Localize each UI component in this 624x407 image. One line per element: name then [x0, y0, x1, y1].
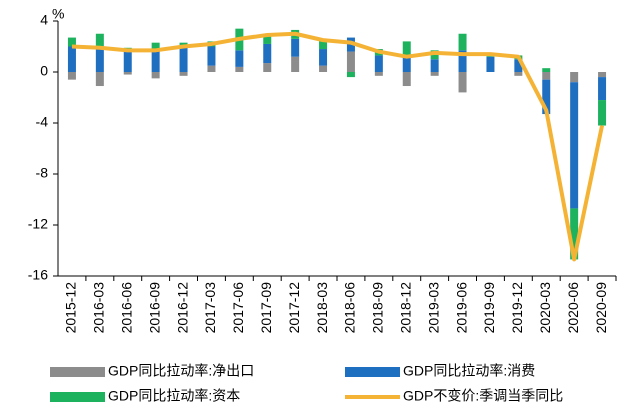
bar — [514, 59, 523, 72]
bar — [263, 63, 272, 72]
x-tick-label: 2015-12 — [63, 282, 79, 334]
bar — [542, 79, 551, 115]
bar — [319, 65, 328, 72]
bar — [514, 72, 523, 76]
bar — [458, 50, 467, 72]
line — [71, 31, 605, 262]
bar — [598, 77, 607, 101]
bar — [95, 72, 104, 87]
bar — [402, 72, 411, 87]
bar — [151, 49, 160, 72]
bar — [542, 72, 551, 80]
bar — [374, 72, 383, 76]
bar — [291, 38, 300, 57]
bar — [263, 33, 272, 44]
x-tick-label: 2016-12 — [174, 282, 190, 334]
x-tick-label: 2020-06 — [565, 282, 581, 334]
y-unit: % — [52, 6, 64, 22]
x-tick-label: 2018-06 — [342, 282, 358, 334]
bar — [207, 65, 216, 72]
x-tick-label: 2020-03 — [537, 282, 553, 334]
x-tick-label: 2017-09 — [258, 282, 274, 334]
legend-swatch — [50, 392, 105, 402]
x-tick-label: 2019-06 — [453, 282, 469, 334]
bar — [402, 55, 411, 72]
bar — [67, 72, 76, 80]
bar — [95, 46, 104, 72]
y-tick-label: 4 — [40, 12, 48, 28]
x-tick-label: 2020-09 — [593, 282, 609, 334]
x-tick-label: 2019-03 — [425, 282, 441, 334]
bar — [570, 208, 579, 260]
x-tick-label: 2019-12 — [509, 282, 525, 334]
bar — [123, 50, 132, 72]
legend-label: GDP同比拉动率:资本 — [108, 388, 240, 404]
bar — [291, 56, 300, 72]
bar — [346, 51, 355, 72]
bar — [402, 41, 411, 56]
bar — [430, 72, 439, 76]
bar — [319, 40, 328, 50]
bar — [374, 55, 383, 72]
bar — [123, 72, 132, 75]
bar — [458, 33, 467, 51]
bar — [235, 50, 244, 67]
legend-label: GDP同比拉动率:消费 — [403, 363, 535, 379]
x-tick-label: 2016-09 — [146, 282, 162, 334]
bar — [346, 72, 355, 78]
x-tick-label: 2019-09 — [481, 282, 497, 334]
y-tick-label: -8 — [36, 165, 49, 181]
bar — [235, 66, 244, 72]
bar — [207, 46, 216, 66]
bar — [486, 56, 495, 72]
bar — [179, 72, 188, 76]
x-tick-label: 2018-09 — [370, 282, 386, 334]
y-tick-label: -16 — [28, 267, 48, 283]
x-tick-label: 2017-12 — [286, 282, 302, 334]
bar — [430, 59, 439, 72]
bar — [67, 37, 76, 47]
y-tick-label: -4 — [36, 114, 49, 130]
bar — [458, 72, 467, 93]
bar — [151, 72, 160, 79]
bar — [95, 33, 104, 47]
x-tick-label: 2017-06 — [230, 282, 246, 334]
bar — [179, 46, 188, 72]
bar — [67, 46, 76, 72]
bar — [151, 42, 160, 50]
x-tick-label: 2017-03 — [202, 282, 218, 334]
legend-label: GDP同比拉动率:净出口 — [108, 363, 254, 379]
bar — [598, 100, 607, 126]
x-tick-label: 2018-03 — [314, 282, 330, 334]
y-tick-label: 0 — [40, 63, 48, 79]
bar — [542, 68, 551, 72]
bar — [570, 72, 579, 83]
bar — [319, 49, 328, 66]
bar — [263, 43, 272, 64]
bar — [598, 72, 607, 78]
x-tick-label: 2016-06 — [118, 282, 134, 334]
bar — [570, 82, 579, 209]
legend-label: GDP不变价:季调当季同比 — [403, 388, 563, 404]
x-tick-label: 2018-12 — [397, 282, 413, 334]
legend-swatch — [345, 367, 400, 377]
y-tick-label: -12 — [28, 216, 48, 232]
x-tick-label: 2016-03 — [91, 282, 107, 334]
legend-swatch — [50, 367, 105, 377]
